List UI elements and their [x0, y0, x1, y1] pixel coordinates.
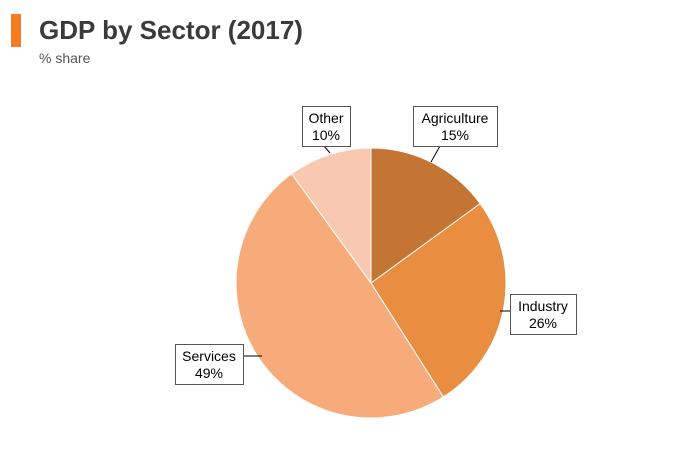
callout-box	[302, 106, 351, 147]
callout-box	[175, 344, 244, 385]
slice-label: Other	[308, 110, 343, 126]
slice-label: Services	[182, 348, 236, 364]
callout-leader-line	[323, 145, 331, 154]
callout-box	[413, 106, 498, 147]
slice-label: Industry	[518, 298, 568, 314]
pie-slice-services	[235, 173, 445, 419]
callout-box	[510, 294, 577, 335]
pie-slices	[235, 147, 507, 419]
pie-slice-agriculture	[370, 147, 481, 284]
chart-title: GDP by Sector (2017)	[39, 15, 303, 45]
chart-subtitle: % share	[39, 50, 91, 66]
slice-value-label: 15%	[441, 127, 469, 143]
pie-slice-industry	[370, 202, 507, 398]
slice-value-label: 26%	[529, 315, 557, 331]
callout-leader-line	[430, 145, 441, 163]
pie-slice-other	[290, 147, 372, 285]
title-accent-bar	[11, 14, 21, 47]
slice-value-label: 49%	[195, 365, 223, 381]
slice-value-label: 10%	[312, 127, 340, 143]
slice-label: Agriculture	[422, 110, 489, 126]
